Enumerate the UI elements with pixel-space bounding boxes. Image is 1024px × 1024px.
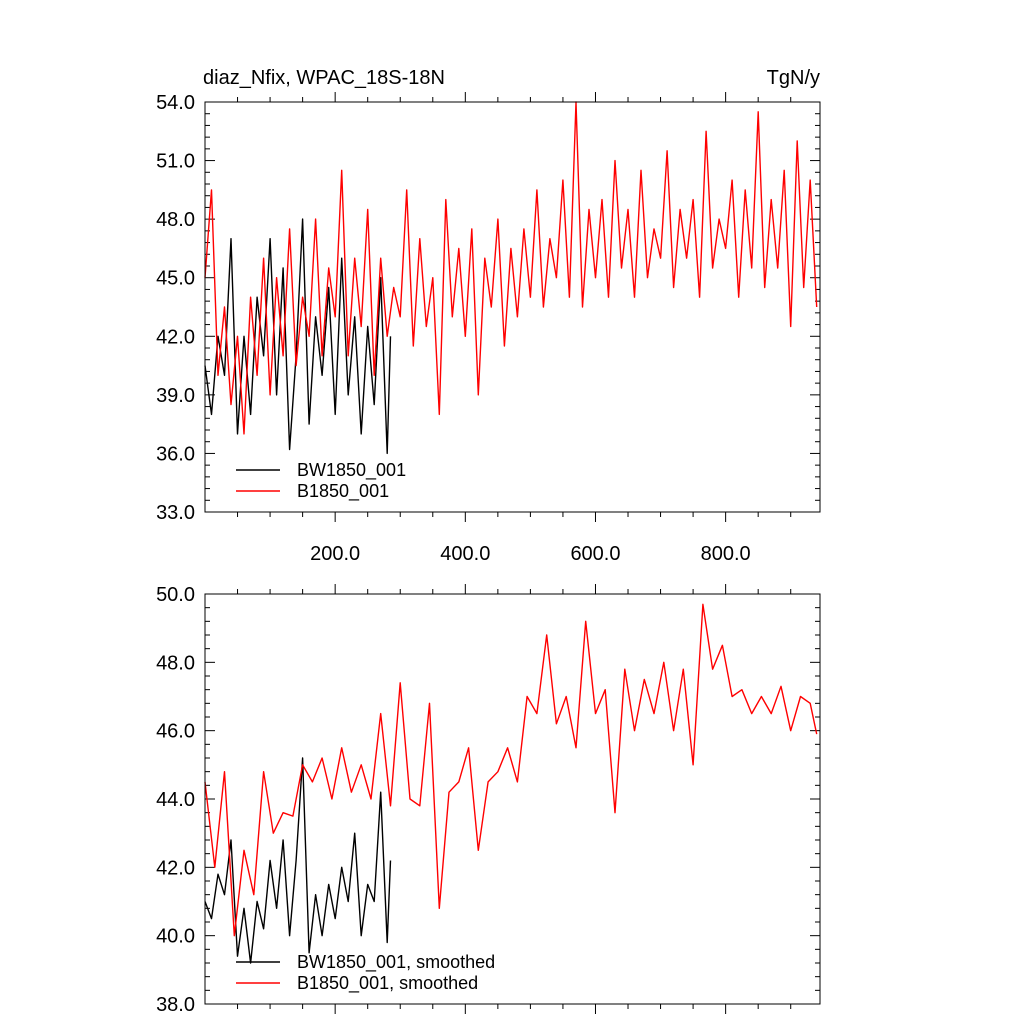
y-tick-label: 48.0 (156, 209, 195, 231)
y-tick-label: 48.0 (156, 652, 195, 674)
legend-label-b1850: B1850_001 (297, 481, 389, 502)
y-tick-label: 54.0 (156, 92, 195, 114)
y-tick-label: 42.0 (156, 857, 195, 879)
y-tick-label: 45.0 (156, 268, 195, 290)
top-panel-ticks: 33.0 36.0 39.0 42.0 45.0 48.0 51.0 54.0 200.0 400… (156, 92, 820, 565)
bottom-panel-series (204, 603, 818, 964)
x-tick-label: 800.0 (701, 543, 751, 565)
bottom-panel-legend: BW1850_001, smoothed B1850_001, smoothed (236, 952, 495, 994)
legend-label-bw1850-smoothed: BW1850_001, smoothed (297, 952, 495, 973)
x-tick-label: 400.0 (440, 543, 490, 565)
y-tick-label: 40.0 (156, 926, 195, 948)
series-b1850-001 (204, 101, 818, 435)
legend-label-b1850-smoothed: B1850_001, smoothed (297, 973, 478, 994)
top-panel-frame (204, 101, 821, 513)
y-tick-label: 44.0 (156, 789, 195, 811)
y-tick-label: 46.0 (156, 721, 195, 743)
legend-label-bw1850: BW1850_001 (297, 460, 406, 481)
top-panel-series (204, 101, 818, 455)
top-panel-legend: BW1850_001 B1850_001 (236, 460, 406, 502)
top-panel: diaz_Nfix, WPAC_18S-18N TgN/y 33.0 36.0 39… (156, 67, 821, 565)
bottom-panel: 38.0 40.0 42.0 44.0 46.0 48.0 50.0 BW1850_001,… (156, 584, 821, 1016)
y-tick-label: 38.0 (156, 994, 195, 1016)
x-tick-label: 600.0 (570, 543, 620, 565)
top-panel-title: diaz_Nfix, WPAC_18S-18N (203, 67, 445, 89)
bottom-panel-frame (204, 593, 821, 1005)
y-tick-label: 36.0 (156, 443, 195, 465)
top-panel-units: TgN/y (767, 67, 820, 89)
y-tick-label: 42.0 (156, 326, 195, 348)
series-bw1850-001-smoothed (204, 757, 392, 964)
series-b1850-001-smoothed (204, 603, 818, 937)
series-bw1850-001 (204, 218, 392, 455)
y-tick-label: 50.0 (156, 584, 195, 606)
bottom-panel-ticks: 38.0 40.0 42.0 44.0 46.0 48.0 50.0 (156, 584, 820, 1016)
y-tick-label: 33.0 (156, 502, 195, 524)
x-tick-label: 200.0 (310, 543, 360, 565)
y-tick-label: 51.0 (156, 151, 195, 173)
y-tick-label: 39.0 (156, 385, 195, 407)
